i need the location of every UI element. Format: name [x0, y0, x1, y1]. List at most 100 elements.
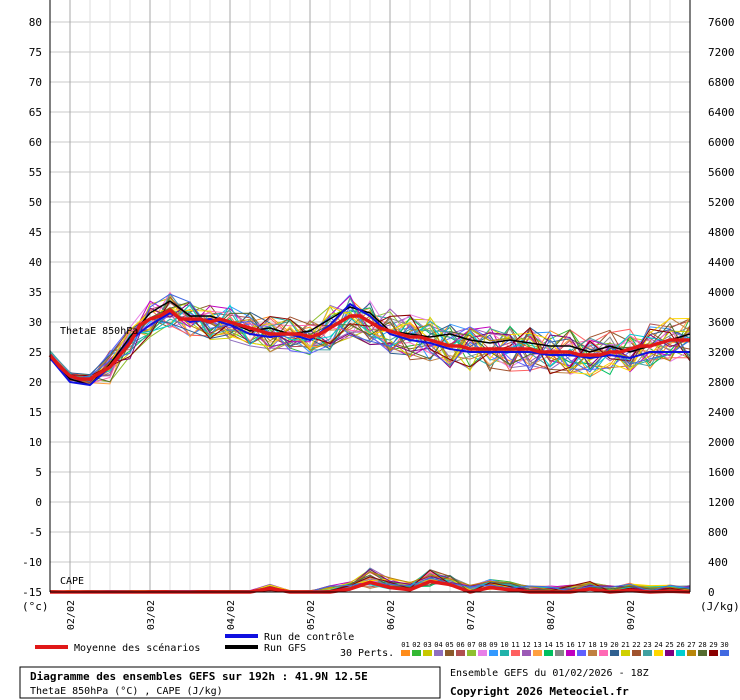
pert-legend-number: 06: [456, 641, 464, 649]
pert-legend-number: 12: [522, 641, 530, 649]
pert-legend-swatch: [445, 650, 454, 656]
pert-legend-swatch: [643, 650, 652, 656]
date-tick-label: 04/02: [226, 600, 237, 630]
pert-legend-number: 19: [599, 641, 607, 649]
cape-label: CAPE: [60, 576, 84, 587]
pert-legend-swatch: [599, 650, 608, 656]
right-tick-label: 4800: [708, 226, 735, 239]
pert-legend-swatch: [489, 650, 498, 656]
pert-legend-number: 09: [489, 641, 497, 649]
footer-copyright: Copyright 2026 Meteociel.fr: [450, 685, 629, 698]
pert-legend-number: 08: [478, 641, 486, 649]
thetae-perturbation-line: [49, 293, 691, 380]
left-tick-label: 35: [29, 286, 42, 299]
right-tick-label: 4000: [708, 286, 735, 299]
right-tick-label: 2800: [708, 376, 735, 389]
pert-legend-number: 13: [533, 641, 541, 649]
left-tick-label: 50: [29, 196, 42, 209]
pert-legend-number: 04: [434, 641, 442, 649]
pert-legend-swatch: [709, 650, 718, 656]
pert-legend-number: 23: [643, 641, 651, 649]
pert-legend-swatch: [533, 650, 542, 656]
left-tick-label: 10: [29, 436, 42, 449]
pert-legend-number: 21: [621, 641, 629, 649]
left-tick-label: 45: [29, 226, 42, 239]
left-axis-unit: (°c): [22, 600, 49, 613]
pert-legend-number: 15: [555, 641, 563, 649]
pert-legend-swatch: [588, 650, 597, 656]
legend-mean-label: Moyenne des scénarios: [74, 642, 200, 654]
right-tick-label: 6400: [708, 106, 735, 119]
pert-legend-swatch: [720, 650, 729, 656]
date-tick-label: 08/02: [546, 600, 557, 630]
left-tick-label: 65: [29, 106, 42, 119]
pert-legend-swatch: [522, 650, 531, 656]
date-tick-label: 02/02: [66, 600, 77, 630]
left-tick-label: 20: [29, 376, 42, 389]
pert-legend-swatch: [577, 650, 586, 656]
pert-legend-number: 26: [676, 641, 684, 649]
pert-legend-swatch: [665, 650, 674, 656]
pert-legend-swatch: [544, 650, 553, 656]
thetae-control-line: [49, 303, 690, 386]
left-tick-label: 30: [29, 316, 42, 329]
legend: Moyenne des scénarios Run de contrôle Ru…: [35, 631, 729, 659]
pert-legend-swatch: [610, 650, 619, 656]
date-tick-label: 06/02: [386, 600, 397, 630]
pert-legend-number: 18: [588, 641, 596, 649]
pert-legend-swatch: [412, 650, 421, 656]
right-tick-label: 2000: [708, 436, 735, 449]
left-tick-label: 75: [29, 46, 42, 59]
footer-subtitle: ThetaE 850hPa (°C) , CAPE (J/kg): [30, 686, 223, 697]
right-tick-label: 6800: [708, 76, 735, 89]
left-tick-label: 5: [35, 466, 42, 479]
thetae-label: ThetaE 850hPa: [60, 326, 138, 337]
left-tick-label: 0: [35, 496, 42, 509]
pert-legend-swatch: [401, 650, 410, 656]
right-tick-label: 400: [708, 556, 728, 569]
pert-legend-swatch: [423, 650, 432, 656]
pert-legend-swatch: [555, 650, 564, 656]
pert-legend-number: 03: [423, 641, 431, 649]
footer-run: Ensemble GEFS du 01/02/2026 - 18Z: [450, 668, 649, 679]
perturbation-legend: 01 02 03 04 05 06 07 08 09 10 11 12 13 14 15 16 17 18 19 20…: [401, 641, 729, 656]
pert-legend-number: 29: [709, 641, 717, 649]
right-tick-label: 0: [708, 586, 715, 599]
pert-legend-number: 22: [632, 641, 640, 649]
pert-legend-swatch: [434, 650, 443, 656]
left-tick-label: 25: [29, 346, 42, 359]
left-tick-label: -15: [22, 586, 42, 599]
left-tick-label: 60: [29, 136, 42, 149]
pert-legend-swatch: [676, 650, 685, 656]
left-tick-label: 55: [29, 166, 42, 179]
pert-legend-number: 14: [544, 641, 552, 649]
footer-title: Diagramme des ensembles GEFS sur 192h : …: [30, 670, 368, 683]
right-tick-label: 3200: [708, 346, 735, 359]
right-tick-label: 6000: [708, 136, 735, 149]
left-tick-label: -10: [22, 556, 42, 569]
right-tick-label: 4400: [708, 256, 735, 269]
left-tick-label: 15: [29, 406, 42, 419]
right-tick-label: 5600: [708, 166, 735, 179]
right-tick-label: 3600: [708, 316, 735, 329]
grid: [49, 0, 691, 593]
thetae-gfs-line: [49, 300, 691, 386]
date-tick-label: 03/02: [146, 600, 157, 630]
footer-box: [19, 666, 441, 699]
thetae-perturbation-line: [49, 304, 691, 383]
right-tick-label: 2400: [708, 406, 735, 419]
pert-legend-number: 17: [577, 641, 585, 649]
pert-legend-number: 25: [665, 641, 673, 649]
pert-legend-swatch: [621, 650, 630, 656]
right-tick-label: 1600: [708, 466, 735, 479]
date-tick-label: 07/02: [466, 600, 477, 630]
thetae-mean-line: [48, 308, 690, 381]
pert-legend-number: 16: [566, 641, 574, 649]
pert-legend-number: 02: [412, 641, 420, 649]
legend-gfs-label: Run GFS: [264, 643, 306, 654]
pert-legend-number: 05: [445, 641, 453, 649]
pert-legend-number: 11: [511, 641, 519, 649]
pert-legend-number: 10: [500, 641, 508, 649]
